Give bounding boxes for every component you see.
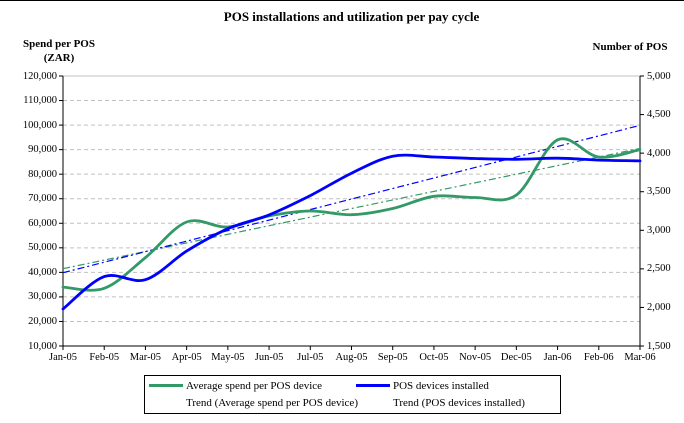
trend-pos-swatch [356, 402, 390, 405]
legend-label: POS devices installed [393, 379, 489, 392]
x-axis-tick-label: Mar-06 [624, 352, 656, 363]
legend-item-trend-spend: Trend (Average spend per POS device) [149, 397, 358, 410]
left-axis-tick-label: 50,000 [28, 242, 57, 254]
x-axis-tick-label: Jul-05 [297, 352, 324, 363]
page-title: POS installations and utilization per pa… [223, 9, 480, 24]
right-axis-tick-label: 3,500 [647, 186, 671, 198]
x-axis-tick-label: Sep-05 [377, 352, 408, 363]
x-axis-tick-label: May-05 [211, 352, 245, 363]
x-axis-tick-label: Jan-06 [543, 352, 572, 363]
left-axis-tick-label: 80,000 [28, 168, 57, 180]
legend-item-pos: POS devices installed [356, 380, 560, 392]
left-axis-tick-label: 120,000 [22, 70, 57, 82]
spend-series-line [61, 137, 642, 292]
left-axis-tick-label: 70,000 [28, 193, 57, 205]
x-axis-tick-label: Mar-05 [129, 352, 162, 363]
pos-series-line [61, 153, 642, 311]
left-axis-tick-label: 10,000 [28, 340, 57, 352]
x-axis-tick-label: Oct-05 [419, 352, 449, 363]
right-axis-tick-label: 5,000 [647, 70, 671, 82]
legend: Average spend per POS device POS devices… [144, 375, 561, 414]
spend-trend-line [62, 147, 641, 270]
x-axis-tick-label: Jan-05 [49, 352, 77, 363]
right-axis-tick-label: 4,500 [647, 109, 671, 121]
left-axis-tick-label: 110,000 [23, 95, 57, 107]
left-axis-title-line1: Spend per POS [23, 38, 95, 50]
legend-label: Average spend per POS device [186, 379, 323, 392]
legend-item-spend: Average spend per POS device [149, 380, 356, 392]
left-axis-tick-label: 60,000 [28, 217, 57, 229]
left-axis-tick-label: 30,000 [28, 291, 57, 303]
x-axis-tick-label: Nov-05 [459, 352, 492, 363]
pos-trend-line [62, 124, 641, 274]
left-axis-tick-label: 20,000 [28, 315, 57, 327]
right-axis-tick-label: 2,000 [647, 301, 671, 313]
spend-series-swatch [149, 384, 183, 388]
x-axis-tick-label: Apr-05 [171, 352, 202, 363]
right-axis-tick-label: 3,000 [647, 224, 671, 236]
x-axis-tick-label: Aug-05 [335, 352, 368, 363]
x-axis-tick-label: Dec-05 [500, 352, 532, 363]
legend-label: Trend (POS devices installed) [393, 397, 525, 410]
x-axis-tick-label: Feb-06 [583, 352, 614, 363]
right-axis-title: Number of POS [592, 41, 668, 53]
left-axis-title-line2: (ZAR) [43, 52, 75, 64]
left-axis-tick-label: 100,000 [22, 119, 57, 131]
right-axis-tick-label: 4,000 [647, 147, 671, 159]
x-axis-tick-label: Feb-05 [89, 352, 120, 363]
right-axis-tick-label: 2,500 [647, 263, 671, 275]
legend-label: Trend (Average spend per POS device) [186, 397, 358, 410]
legend-item-trend-pos: Trend (POS devices installed) [356, 397, 560, 409]
pos-series-swatch [356, 384, 390, 388]
left-axis-tick-label: 90,000 [28, 144, 57, 156]
x-axis-tick-label: Jun-05 [254, 352, 284, 363]
right-axis-tick-label: 1,500 [647, 340, 671, 352]
left-axis-tick-label: 40,000 [28, 266, 57, 278]
left-axis-title: Spend per POS (ZAR) [14, 37, 104, 65]
trend-spend-swatch [149, 402, 183, 405]
